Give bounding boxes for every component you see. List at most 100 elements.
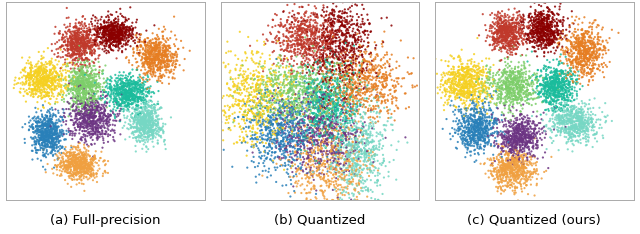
Point <box>365 157 375 161</box>
Point <box>263 107 273 111</box>
Point <box>257 105 268 109</box>
Point <box>513 159 524 162</box>
Point <box>93 44 104 48</box>
Point <box>507 76 517 80</box>
Point <box>477 135 487 139</box>
Point <box>496 188 506 192</box>
Point <box>364 97 374 101</box>
Point <box>325 99 335 103</box>
Point <box>80 106 90 109</box>
Point <box>142 71 152 74</box>
Point <box>508 132 518 136</box>
Point <box>323 136 333 140</box>
Point <box>135 117 145 121</box>
Point <box>575 41 586 44</box>
Point <box>79 116 90 120</box>
Point <box>121 98 131 102</box>
Point <box>166 58 177 62</box>
Point <box>540 34 550 38</box>
Point <box>246 86 256 90</box>
Point <box>144 109 154 113</box>
Point <box>547 23 557 27</box>
Point <box>29 80 39 84</box>
Point <box>589 123 599 126</box>
Point <box>522 146 532 150</box>
Point <box>116 85 127 88</box>
Point <box>521 82 531 86</box>
Point <box>287 88 297 91</box>
Point <box>506 183 516 186</box>
Point <box>340 178 351 182</box>
Point <box>352 173 362 177</box>
Point <box>339 161 349 165</box>
Point <box>305 70 315 74</box>
Point <box>116 77 126 81</box>
Point <box>152 53 163 57</box>
Point <box>320 49 330 53</box>
Point <box>281 144 291 148</box>
Point <box>545 37 555 41</box>
Point <box>467 77 477 81</box>
Point <box>256 88 266 92</box>
Point <box>381 76 391 80</box>
Point <box>534 36 544 39</box>
Point <box>521 32 531 36</box>
Point <box>288 70 298 74</box>
Point <box>136 45 146 49</box>
Point <box>511 144 522 147</box>
Point <box>113 92 123 96</box>
Point <box>160 50 170 54</box>
Point <box>267 151 277 154</box>
Point <box>66 39 76 43</box>
Point <box>502 137 512 141</box>
Point <box>346 88 356 92</box>
Point <box>150 56 160 60</box>
Point <box>362 78 372 82</box>
Point <box>514 176 524 179</box>
Point <box>345 93 355 97</box>
Point <box>98 26 108 30</box>
Point <box>326 12 337 16</box>
Point <box>483 135 493 139</box>
Point <box>308 139 318 142</box>
Point <box>146 73 156 77</box>
Point <box>452 96 462 100</box>
Point <box>462 143 472 146</box>
Point <box>54 117 64 121</box>
Point <box>298 81 308 84</box>
Point <box>324 124 334 128</box>
Point <box>485 92 495 96</box>
Point <box>342 85 353 89</box>
Point <box>449 89 460 93</box>
Point <box>280 54 290 58</box>
Point <box>548 12 558 15</box>
Point <box>265 80 275 84</box>
Point <box>42 91 52 95</box>
Point <box>314 163 324 167</box>
Point <box>77 77 88 80</box>
Point <box>339 54 349 57</box>
Point <box>304 47 314 51</box>
Point <box>154 52 164 56</box>
Point <box>106 129 116 133</box>
Point <box>538 39 548 42</box>
Point <box>502 31 513 35</box>
Point <box>284 153 294 157</box>
Point <box>476 147 486 150</box>
Point <box>51 107 61 111</box>
Point <box>389 86 399 90</box>
Point <box>117 33 127 37</box>
Point <box>507 22 517 26</box>
Point <box>276 111 286 114</box>
Point <box>252 131 262 135</box>
Point <box>488 121 498 125</box>
Point <box>589 43 600 47</box>
Point <box>503 81 513 84</box>
Point <box>561 131 572 135</box>
Point <box>28 92 38 95</box>
Point <box>317 93 327 97</box>
Point <box>557 71 568 74</box>
Point <box>83 107 93 111</box>
Point <box>312 113 322 117</box>
Point <box>246 110 257 113</box>
